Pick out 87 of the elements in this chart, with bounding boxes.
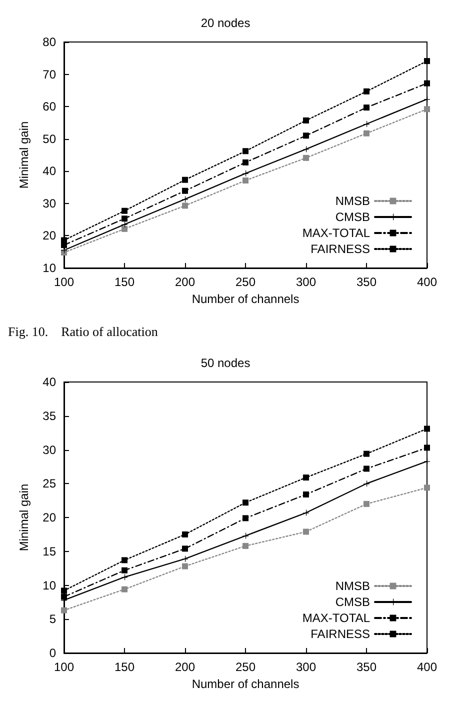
x-tick-label: 300 <box>296 660 316 674</box>
point <box>182 196 188 202</box>
point <box>303 474 309 481</box>
point <box>242 148 248 154</box>
x-tick-label: 350 <box>356 660 377 674</box>
legend-label: FAIRNESS <box>310 242 370 256</box>
point <box>303 146 309 152</box>
x-tick-label: 300 <box>296 275 316 289</box>
y-tick-label: 30 <box>42 196 56 210</box>
point <box>242 159 248 166</box>
point <box>364 466 370 472</box>
y-tick-label: 10 <box>42 578 56 592</box>
y-tick-label: 30 <box>42 442 56 457</box>
point <box>424 106 430 112</box>
point <box>364 104 370 111</box>
point <box>182 531 188 538</box>
point <box>424 444 430 451</box>
point <box>182 176 188 183</box>
y-tick-label: 5 <box>49 612 56 626</box>
point <box>364 450 370 457</box>
point <box>61 594 67 600</box>
y-tick-label: 40 <box>42 164 56 178</box>
point <box>364 130 370 136</box>
chart-title: 50 nodes <box>200 356 250 370</box>
x-tick-label: 150 <box>114 275 135 289</box>
y-tick-label: 25 <box>42 476 56 491</box>
point <box>242 515 248 522</box>
y-axis-title: Minimal gain <box>17 121 31 189</box>
legend-label: NMSB <box>335 579 370 593</box>
legend-label: MAX-TOTAL <box>302 226 370 240</box>
y-tick-label: 15 <box>42 544 56 558</box>
point <box>364 88 370 94</box>
x-tick-label: 150 <box>114 660 135 674</box>
x-tick-label: 400 <box>416 660 438 674</box>
y-tick-label: 10 <box>42 261 56 275</box>
y-tick-label: 35 <box>42 408 56 423</box>
point <box>303 154 309 161</box>
y-tick-label: 40 <box>42 375 56 389</box>
point <box>303 132 309 139</box>
x-tick-label: 250 <box>235 660 256 674</box>
legend-label: MAX-TOTAL <box>302 611 370 625</box>
point <box>424 484 430 491</box>
point <box>424 58 430 64</box>
point <box>303 491 309 498</box>
point <box>303 117 309 124</box>
point <box>182 563 188 570</box>
point <box>424 426 430 432</box>
chart-title: 20 nodes <box>200 16 250 30</box>
legend-label: FAIRNESS <box>310 627 370 641</box>
point <box>424 80 430 86</box>
y-tick-label: 70 <box>42 67 56 82</box>
point <box>182 202 188 209</box>
x-tick-label: 350 <box>356 275 377 289</box>
x-tick-label: 100 <box>54 660 74 674</box>
point <box>182 546 188 552</box>
y-axis-title: Minimal gain <box>17 484 31 552</box>
x-tick-label: 100 <box>54 275 74 289</box>
point <box>122 567 128 574</box>
point <box>61 607 67 614</box>
point <box>122 586 128 592</box>
point <box>61 588 67 594</box>
y-tick-label: 60 <box>42 100 56 114</box>
point <box>122 208 128 214</box>
point <box>242 178 248 184</box>
point <box>364 500 370 507</box>
point <box>303 528 309 535</box>
point <box>242 542 248 549</box>
x-tick-label: 200 <box>174 660 196 674</box>
point <box>122 216 128 222</box>
point <box>182 188 188 194</box>
point <box>122 557 128 564</box>
y-tick-label: 20 <box>42 228 56 243</box>
y-tick-label: 80 <box>42 35 56 49</box>
x-tick-label: 400 <box>416 275 438 289</box>
legend-label: CMSB <box>335 210 370 224</box>
point <box>242 500 248 506</box>
y-tick-label: 0 <box>49 646 56 660</box>
x-axis-title: Number of channels <box>192 676 300 691</box>
y-tick-label: 50 <box>42 132 56 146</box>
legend-label: CMSB <box>335 595 370 609</box>
caption: Fig. 10. Ratio of allocation <box>8 324 158 339</box>
point <box>122 226 128 232</box>
y-tick-label: 20 <box>42 510 56 524</box>
legend-label: NMSB <box>335 194 370 208</box>
x-axis-title: Number of channels <box>192 292 300 306</box>
x-tick-label: 250 <box>235 275 256 289</box>
x-tick-label: 200 <box>174 275 196 289</box>
